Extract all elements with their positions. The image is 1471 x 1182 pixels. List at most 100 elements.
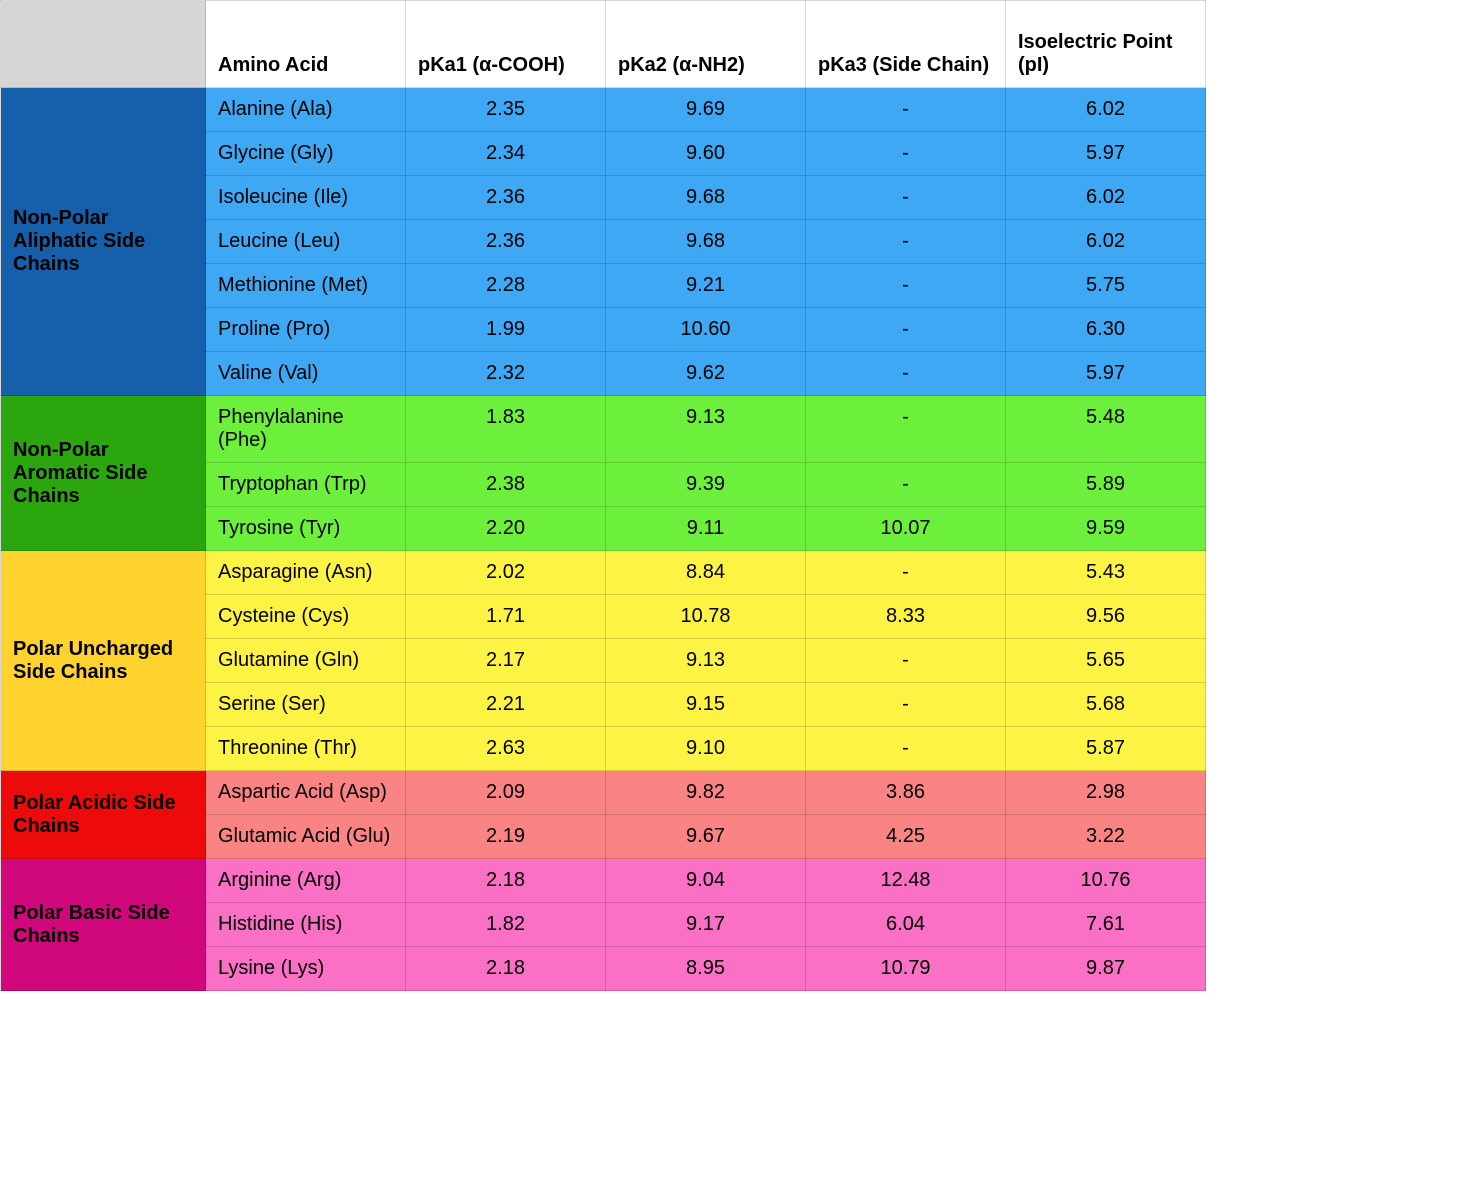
cell-pi: 6.30	[1006, 308, 1206, 352]
cell-pka3: -	[806, 396, 1006, 463]
cell-pka3: -	[806, 683, 1006, 727]
cell-pka2: 9.39	[606, 463, 806, 507]
header-amino-acid: Amino Acid	[206, 1, 406, 88]
cell-pka3: 4.25	[806, 815, 1006, 859]
cell-pka1: 2.18	[406, 947, 606, 991]
cell-amino-acid: Arginine (Arg)	[206, 859, 406, 903]
cell-pi: 7.61	[1006, 903, 1206, 947]
cell-pka1: 2.36	[406, 220, 606, 264]
cell-pi: 5.97	[1006, 352, 1206, 396]
cell-pka2: 9.15	[606, 683, 806, 727]
amino-acid-table: Amino Acid pKa1 (α-COOH) pKa2 (α-NH2) pK…	[0, 0, 1206, 991]
cell-pka2: 9.04	[606, 859, 806, 903]
header-pka2: pKa2 (α-NH2)	[606, 1, 806, 88]
cell-pka2: 9.17	[606, 903, 806, 947]
cell-pi: 6.02	[1006, 176, 1206, 220]
cell-pka1: 1.83	[406, 396, 606, 463]
cell-amino-acid: Threonine (Thr)	[206, 727, 406, 771]
cell-pka2: 9.69	[606, 88, 806, 132]
cell-pka1: 2.32	[406, 352, 606, 396]
cell-pi: 9.56	[1006, 595, 1206, 639]
cell-pka2: 10.78	[606, 595, 806, 639]
cell-pka3: 12.48	[806, 859, 1006, 903]
table-header-row: Amino Acid pKa1 (α-COOH) pKa2 (α-NH2) pK…	[1, 1, 1206, 88]
table-row: Non-Polar Aromatic Side ChainsPhenylalan…	[1, 396, 1206, 463]
cell-pka1: 2.20	[406, 507, 606, 551]
group-label: Non-Polar Aliphatic Side Chains	[1, 88, 206, 396]
cell-pi: 5.48	[1006, 396, 1206, 463]
cell-pi: 5.65	[1006, 639, 1206, 683]
cell-pka2: 8.95	[606, 947, 806, 991]
cell-pka1: 2.18	[406, 859, 606, 903]
cell-pi: 3.22	[1006, 815, 1206, 859]
cell-pka3: 10.79	[806, 947, 1006, 991]
cell-pka2: 8.84	[606, 551, 806, 595]
cell-pka1: 2.02	[406, 551, 606, 595]
header-pka3: pKa3 (Side Chain)	[806, 1, 1006, 88]
cell-amino-acid: Lysine (Lys)	[206, 947, 406, 991]
cell-amino-acid: Methionine (Met)	[206, 264, 406, 308]
header-pi: Isoelectric Point (pI)	[1006, 1, 1206, 88]
cell-pka1: 2.36	[406, 176, 606, 220]
header-pka1: pKa1 (α-COOH)	[406, 1, 606, 88]
cell-pka2: 9.13	[606, 396, 806, 463]
cell-pka3: -	[806, 264, 1006, 308]
cell-pka3: -	[806, 727, 1006, 771]
cell-pi: 6.02	[1006, 220, 1206, 264]
cell-pka2: 9.11	[606, 507, 806, 551]
cell-pka3: -	[806, 176, 1006, 220]
cell-pi: 5.43	[1006, 551, 1206, 595]
cell-pka1: 1.82	[406, 903, 606, 947]
cell-amino-acid: Glycine (Gly)	[206, 132, 406, 176]
cell-amino-acid: Tryptophan (Trp)	[206, 463, 406, 507]
cell-pka3: 6.04	[806, 903, 1006, 947]
header-corner	[1, 1, 206, 88]
cell-pka2: 9.67	[606, 815, 806, 859]
cell-pi: 6.02	[1006, 88, 1206, 132]
cell-pka1: 2.28	[406, 264, 606, 308]
cell-pka2: 10.60	[606, 308, 806, 352]
cell-pka3: -	[806, 463, 1006, 507]
cell-pi: 5.97	[1006, 132, 1206, 176]
cell-pi: 5.89	[1006, 463, 1206, 507]
cell-pka3: -	[806, 132, 1006, 176]
cell-pka2: 9.68	[606, 220, 806, 264]
cell-pi: 5.87	[1006, 727, 1206, 771]
cell-amino-acid: Phenylalanine (Phe)	[206, 396, 406, 463]
cell-pi: 9.87	[1006, 947, 1206, 991]
cell-pi: 2.98	[1006, 771, 1206, 815]
cell-pka3: -	[806, 352, 1006, 396]
cell-pka3: -	[806, 88, 1006, 132]
cell-pka2: 9.62	[606, 352, 806, 396]
group-label: Polar Basic Side Chains	[1, 859, 206, 991]
cell-pka3: -	[806, 551, 1006, 595]
table-row: Polar Acidic Side ChainsAspartic Acid (A…	[1, 771, 1206, 815]
cell-pi: 9.59	[1006, 507, 1206, 551]
cell-pi: 5.68	[1006, 683, 1206, 727]
cell-pka1: 2.63	[406, 727, 606, 771]
cell-pka1: 2.09	[406, 771, 606, 815]
cell-pka1: 2.35	[406, 88, 606, 132]
cell-amino-acid: Alanine (Ala)	[206, 88, 406, 132]
cell-pka3: -	[806, 220, 1006, 264]
cell-pka2: 9.21	[606, 264, 806, 308]
cell-pka2: 9.13	[606, 639, 806, 683]
cell-pka1: 2.38	[406, 463, 606, 507]
cell-amino-acid: Serine (Ser)	[206, 683, 406, 727]
cell-pka1: 2.17	[406, 639, 606, 683]
cell-amino-acid: Cysteine (Cys)	[206, 595, 406, 639]
cell-amino-acid: Glutamic Acid (Glu)	[206, 815, 406, 859]
group-label: Polar Uncharged Side Chains	[1, 551, 206, 771]
cell-amino-acid: Aspartic Acid (Asp)	[206, 771, 406, 815]
cell-pka1: 1.71	[406, 595, 606, 639]
cell-amino-acid: Asparagine (Asn)	[206, 551, 406, 595]
cell-amino-acid: Isoleucine (Ile)	[206, 176, 406, 220]
table-row: Polar Basic Side ChainsArginine (Arg)2.1…	[1, 859, 1206, 903]
table-row: Non-Polar Aliphatic Side ChainsAlanine (…	[1, 88, 1206, 132]
cell-pka3: 3.86	[806, 771, 1006, 815]
cell-pka2: 9.60	[606, 132, 806, 176]
cell-amino-acid: Tyrosine (Tyr)	[206, 507, 406, 551]
group-label: Non-Polar Aromatic Side Chains	[1, 396, 206, 551]
cell-amino-acid: Histidine (His)	[206, 903, 406, 947]
cell-pka3: 10.07	[806, 507, 1006, 551]
